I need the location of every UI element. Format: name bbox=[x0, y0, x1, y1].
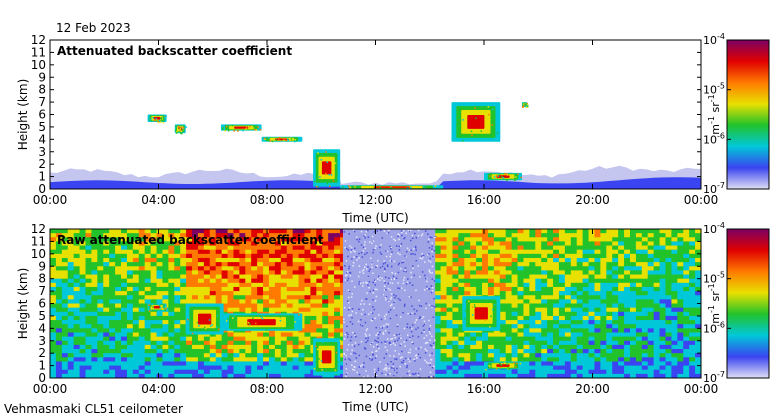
feature-cloud bbox=[147, 303, 167, 312]
colorbar-tick-label: 10-7 bbox=[703, 370, 725, 385]
y-tick-label: 11 bbox=[31, 234, 46, 248]
colorbar-tick-label: 10-6 bbox=[703, 131, 725, 146]
colorbar-unit-label: m-1 sr-1 bbox=[707, 94, 722, 134]
colorbar-tick-label: 10-6 bbox=[703, 320, 725, 335]
panel-1: Attenuated backscatter coefficient012345… bbox=[16, 32, 770, 225]
y-tick-label: 10 bbox=[31, 247, 46, 261]
panel-2: Raw attenuated backscatter coefficient01… bbox=[16, 221, 770, 414]
y-tick-label: 9 bbox=[38, 259, 46, 273]
y-tick-label: 1 bbox=[38, 170, 46, 184]
y-axis-label: Height (km) bbox=[16, 268, 30, 339]
x-tick-label: 20:00 bbox=[575, 382, 610, 396]
x-axis-label: Time (UTC) bbox=[341, 211, 408, 225]
feature-cloud bbox=[185, 303, 225, 335]
feature-cloud bbox=[462, 296, 501, 331]
panel-title: Attenuated backscatter coefficient bbox=[57, 44, 292, 58]
feature-boundary-layer bbox=[50, 165, 701, 189]
backscatter-field bbox=[50, 229, 701, 378]
y-tick-label: 8 bbox=[38, 272, 46, 286]
y-tick-label: 2 bbox=[38, 346, 46, 360]
y-tick-label: 4 bbox=[38, 132, 46, 146]
colorbar bbox=[726, 39, 770, 190]
x-tick-label: 00:00 bbox=[33, 382, 68, 396]
y-tick-label: 0 bbox=[38, 371, 46, 385]
y-tick-label: 5 bbox=[38, 120, 46, 134]
y-tick-label: 3 bbox=[38, 334, 46, 348]
x-tick-label: 20:00 bbox=[575, 193, 610, 207]
feature-cloud bbox=[484, 361, 523, 371]
y-tick-label: 11 bbox=[31, 45, 46, 59]
y-tick-label: 9 bbox=[38, 70, 46, 84]
colorbar-unit-label: m-1 sr-1 bbox=[707, 283, 722, 323]
feature-cloud bbox=[340, 185, 444, 189]
feature-cloud bbox=[313, 149, 341, 188]
y-tick-label: 12 bbox=[31, 33, 46, 47]
y-tick-label: 7 bbox=[38, 284, 46, 298]
feature-cloud bbox=[220, 313, 303, 331]
panels: Attenuated backscatter coefficient012345… bbox=[16, 32, 770, 414]
x-tick-label: 08:00 bbox=[250, 382, 285, 396]
instrument-label: Vehmasmaki CL51 ceilometer bbox=[4, 402, 183, 416]
colorbar-tick-label: 10-7 bbox=[703, 181, 725, 196]
feature-cloud bbox=[313, 338, 342, 376]
feature-cloud bbox=[451, 102, 501, 142]
feature-cloud bbox=[484, 172, 522, 182]
x-tick-label: 00:00 bbox=[684, 382, 719, 396]
y-tick-label: 3 bbox=[38, 145, 46, 159]
colorbar-tick-label: 10-4 bbox=[703, 221, 725, 236]
feature-cloud bbox=[174, 124, 187, 135]
y-tick-label: 1 bbox=[38, 359, 46, 373]
y-tick-label: 6 bbox=[38, 108, 46, 122]
y-tick-label: 8 bbox=[38, 83, 46, 97]
feature-sun-noise bbox=[342, 229, 437, 378]
colorbar-tick-label: 10-5 bbox=[703, 82, 725, 97]
colorbar-tick-label: 10-5 bbox=[703, 271, 725, 286]
x-tick-label: 08:00 bbox=[250, 193, 285, 207]
colorbar bbox=[726, 228, 770, 379]
x-tick-label: 16:00 bbox=[467, 382, 502, 396]
y-tick-label: 10 bbox=[31, 58, 46, 72]
x-tick-label: 16:00 bbox=[467, 193, 502, 207]
backscatter-field bbox=[50, 102, 701, 189]
y-tick-label: 4 bbox=[38, 321, 46, 335]
y-tick-label: 0 bbox=[38, 182, 46, 196]
feature-cloud bbox=[220, 124, 262, 132]
x-axis-label: Time (UTC) bbox=[341, 400, 408, 414]
x-tick-label: 04:00 bbox=[141, 193, 176, 207]
y-tick-label: 12 bbox=[31, 222, 46, 236]
x-tick-label: 00:00 bbox=[33, 193, 68, 207]
panel-title: Raw attenuated backscatter coefficient bbox=[57, 233, 324, 247]
x-tick-label: 04:00 bbox=[141, 382, 176, 396]
x-tick-label: 00:00 bbox=[684, 193, 719, 207]
feature-cloud bbox=[147, 114, 167, 124]
feature-cloud bbox=[261, 136, 303, 143]
plot-area bbox=[50, 40, 701, 189]
date-label: 12 Feb 2023 bbox=[56, 21, 131, 35]
colorbar-tick-label: 10-4 bbox=[703, 32, 725, 47]
y-tick-label: 2 bbox=[38, 157, 46, 171]
y-axis-label: Height (km) bbox=[16, 79, 30, 150]
y-tick-label: 6 bbox=[38, 297, 46, 311]
feature-cloud bbox=[522, 102, 529, 108]
y-tick-label: 7 bbox=[38, 95, 46, 109]
y-tick-label: 5 bbox=[38, 309, 46, 323]
x-tick-label: 12:00 bbox=[358, 193, 393, 207]
x-tick-label: 12:00 bbox=[358, 382, 393, 396]
